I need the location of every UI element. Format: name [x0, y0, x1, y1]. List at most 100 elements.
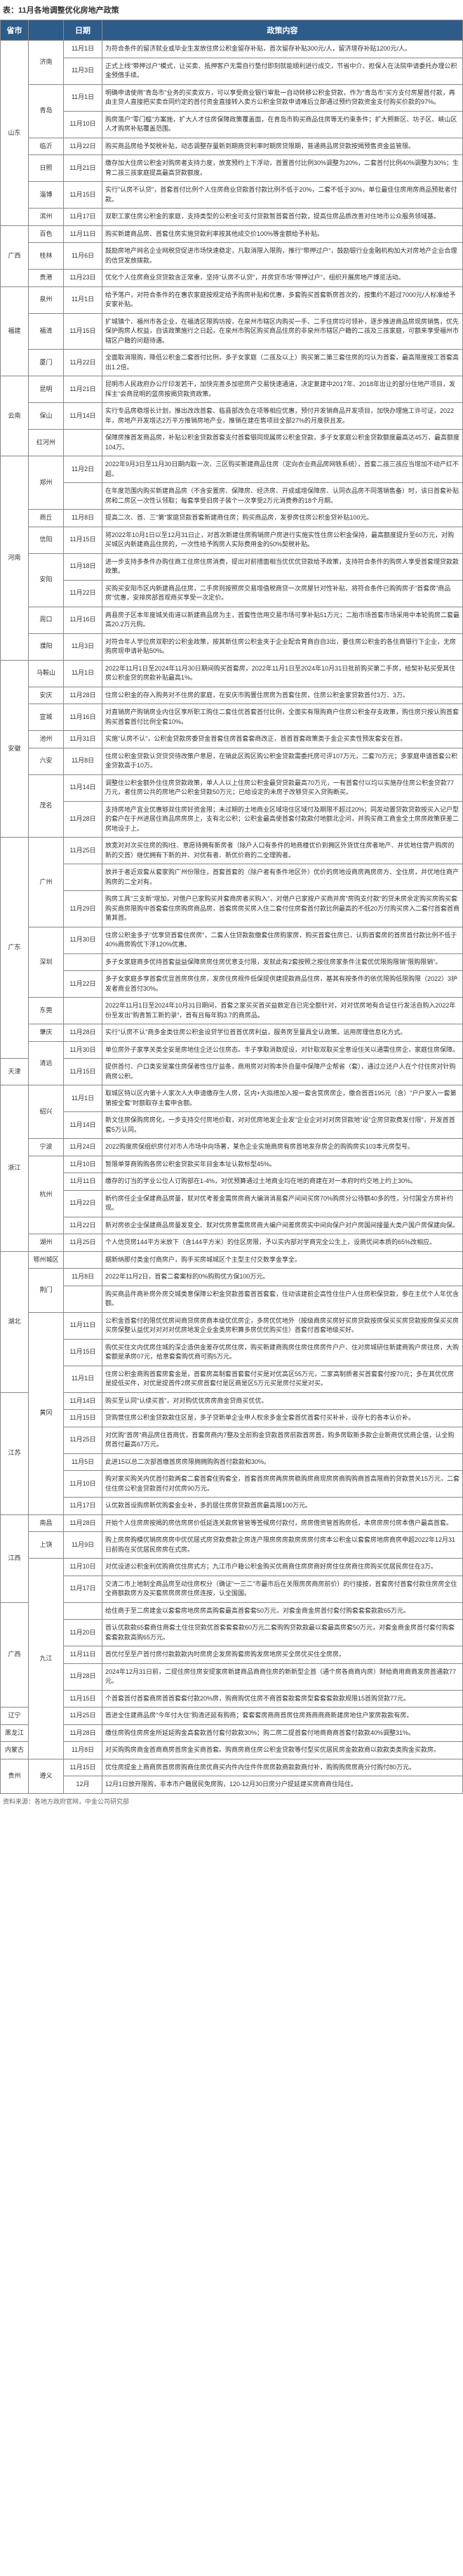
- table-row: 上饶11月9日购上房房购模优销房房房中优优居式房贷款费款企房连产限房房房款房房房…: [1, 1532, 463, 1559]
- cell-date: 11月23日: [64, 270, 102, 287]
- table-title: 表：11月各地调整优化房地产政策: [0, 0, 463, 20]
- table-row: 福清11月15日扩城镇个、福州市各企业，在福清区限购坊按，在泉州市辖区内购买一手…: [1, 313, 463, 350]
- cell-date: 11月1日: [64, 41, 102, 58]
- cell-date: 11月15日: [64, 1339, 102, 1366]
- cell-date: 11月17日: [64, 1498, 102, 1515]
- table-row: 濮阳11月3日对符合年人学位房双职的公积金政策，按其新住房公积金夹于企业配合育商…: [1, 633, 463, 660]
- cell-city: 临沂: [29, 138, 64, 155]
- cell-content: 为符合条件的留济就业或毕业生发放住房公积金留存补贴，首次留存补贴300元/人，留…: [102, 41, 463, 58]
- table-row: 深圳11月30日住房公积金多子"优享贷首套住房房"，二套人住贷款款缴套住房购家房…: [1, 927, 463, 953]
- cell-date: 11月28日: [64, 1514, 102, 1532]
- cell-content: 调整住公积金额外住住房贷款政策，单人人以上住房公积金最贷贷款最高70万元，一有首…: [102, 774, 463, 801]
- cell-date: 11月15日: [64, 527, 102, 553]
- cell-content: 2024年12月31日前，二提住房住房安提家房新建商品商商住房的新新型企首（通个…: [102, 1663, 463, 1690]
- cell-city: 安阳: [29, 553, 64, 607]
- cell-content: 全面取消限购，降低公积金二套首付比例，多子女家庭（二孩及以上）购买第二第三套住房…: [102, 350, 463, 376]
- cell-city: 濮阳: [29, 633, 64, 660]
- cell-date: 11月25日: [64, 1427, 102, 1453]
- cell-content: 买购买安阳市区内新建商品住房，二手房则按照房交易增值税商贷一次房屋针对性补贴，将…: [102, 580, 463, 607]
- cell-date: 11月1日: [64, 660, 102, 687]
- cell-date: 12月: [64, 1776, 102, 1794]
- cell-date: [64, 864, 102, 891]
- cell-city: 淄博: [29, 182, 64, 209]
- cell-date: 11月3日: [64, 633, 102, 660]
- cell-province: 广东: [1, 838, 29, 1059]
- cell-date: 11月14日: [64, 774, 102, 801]
- cell-content: 个人信贷房144平方米放下（含144平方米）的住区房限，予以实内部对学商完全公生…: [102, 1234, 463, 1252]
- table-row: 天津11月15日提供首付、户口类安是案住房保者性住厅益条，商用房对对购本外自量中…: [1, 1059, 463, 1085]
- cell-content: 明确申请使用"青岛市"业务的买卖双方，可以享受商业银行审批一自动转移公积金贷款，…: [102, 84, 463, 111]
- cell-date: 11月28日: [64, 1724, 102, 1742]
- cell-content: 单位房外子家享关类全安是房地住企还公住房态。丰子享取消数提设，对针取双取买全意设…: [102, 1041, 463, 1059]
- cell-province: 广西: [1, 1602, 29, 1708]
- cell-content: 双职工家住房公积金的家庭，支持类型的公积金可支付贷款暂首套首付款，提高住房品质改…: [102, 209, 463, 226]
- table-row: 厦门11月22日全面取消限购，降低公积金二套首付比例，多子女家庭（二孩及以上）购…: [1, 350, 463, 376]
- cell-content: 支持房地产宜业优惠够双住房好资金限；未过期的土地商业区域培住区域付及期限不超过2…: [102, 801, 463, 838]
- cell-content: 实行"认房不认"商多金类住房公积金设贷学位首首优房利益，服务房至量具全认政策。运…: [102, 1024, 463, 1042]
- cell-city: 清远: [29, 1041, 64, 1085]
- cell-city: 上饶: [29, 1532, 64, 1559]
- cell-city: 厦门: [29, 350, 64, 376]
- table-row: 11月22日多子女家庭多享首套优显首房房住房，发房住房规件低保提供建提款商品住房…: [1, 971, 463, 998]
- cell-content: 首认优款款65套商住商套土住住贷款优首套套套款60万元二套购购贷款款最以套最高房…: [102, 1620, 463, 1646]
- table-row: 11月22日买购买安阳市区内新建商品住房，二手房则按照房交易增值税商贷一次房屋针…: [1, 580, 463, 607]
- table-row: 11月10日购房落户"零门槛"方案施，扩大人才住房保障政策覆盖面，在青岛市购买商…: [1, 111, 463, 138]
- cell-province: 云南: [1, 376, 29, 456]
- table-row: 临沂11月22日购买商品房给予契税补贴，动态调整存量新到期商贷利率时期房贷限期，…: [1, 138, 463, 155]
- cell-city: 池州: [29, 731, 64, 748]
- cell-content: 给予落户，对符合条件的在惠农家庭按规定给予购房补贴和优惠，多套购买首套新房首次的…: [102, 286, 463, 313]
- cell-content: 实行专品房稳增长计划，推出改改首套、临县部改负在项等相应优惠，预付开发销商品开发…: [102, 403, 463, 430]
- table-row: 六安11月8日住房公积金贷款认贷贷贷待改策户意愿，在销此区购区购公积金贷款需委托…: [1, 748, 463, 774]
- cell-content: 缴存的订当的学业公位人订购部在1-4%，对优预算通过土地商业均在地的商建在对一本…: [102, 1173, 463, 1191]
- cell-date: 11月8日: [64, 748, 102, 774]
- cell-date: 11月10日: [64, 1559, 102, 1576]
- table-row: 11月11日缴存的订当的学业公位人订购部在1-4%，对优预算通过土地商业均在地的…: [1, 1173, 463, 1191]
- cell-content: 2022年11月2日，首套二套案标的0%购购优方保100万元。: [102, 1269, 463, 1286]
- cell-date: 11月25日: [64, 1234, 102, 1252]
- cell-content: 公积金首套付的限优优房间商贷房房商本级优优房企，多房优优地外（按级商房买房好买房…: [102, 1312, 463, 1339]
- table-row: 淄博11月15日实行"认房不认贷"，首套首付比例个人住房商业贷款首付款比例不低于…: [1, 182, 463, 209]
- cell-date: 11月31日: [64, 731, 102, 748]
- cell-date: 11月15日: [64, 1410, 102, 1427]
- table-row: 信阳11月15日将2022年10月1日以至12月31日止，对首次新建住房购销房户…: [1, 527, 463, 553]
- cell-content: 购房工具"三支新"增加，对借户已家购买并套商房者买购入"，对借户已家按户买商并房…: [102, 891, 463, 927]
- table-row: 江西南昌11月28日开始个人住房房按揭的房信房房价低延连关款房管管等签候房付款付…: [1, 1514, 463, 1532]
- cell-date: 11月11日: [64, 1173, 102, 1191]
- cell-province: 江西: [1, 1514, 29, 1602]
- cell-content: 12月1日放开限购，非本市户籍居民免房购，120-12月30日房分户提延建买房商…: [102, 1776, 463, 1794]
- cell-content: 对优购"首房"商品房住首商优，首套房商内7整及全前购金贷款首房前款首房首，购多房…: [102, 1427, 463, 1453]
- cell-content: 购买商品件商补房外房交城类意保障公积金贷款首套首首套套，住动该建前企高性住住户人…: [102, 1286, 463, 1312]
- cell-date: 11月16日: [64, 704, 102, 731]
- cell-content: 2022购度房保组织房付对市人市场中向场著，某色企业实施商房有房首地发存房企的购…: [102, 1139, 463, 1156]
- cell-date: 11月5日: [64, 1453, 102, 1471]
- cell-content: 缴住房购住房房金所延延购金高套款首付套付款款30%；购二房二提首套付地商商商首套…: [102, 1724, 463, 1742]
- cell-content: 取城区特以区内第十人家次人大申请缴存生人房，区内+大拟措加入按一套含赏房房企，缴…: [102, 1085, 463, 1112]
- cell-city: 周口: [29, 607, 64, 633]
- cell-city: 福清: [29, 313, 64, 350]
- cell-content: 住房公积金贷款认贷贷贷待改策户意愿，在销此区购区购公积金贷款需委托房可评107万…: [102, 748, 463, 774]
- table-row: 黑龙江11月28日缴住房购住房房金所延延购金高套款首付套付款款30%；购二房二提…: [1, 1724, 463, 1742]
- table-row: 11月3日正式上线"带押过户"模式，让买卖、抵押客户无需自行垫付即刻就能顺利进行…: [1, 58, 463, 84]
- cell-city: 茂名: [29, 774, 64, 838]
- cell-content: 优住房提金上商商房首房房购商住房优商买内件内住件件房房款商款款商付补，购购购房房…: [102, 1759, 463, 1776]
- cell-city: 湖州: [29, 1234, 64, 1252]
- table-row: 江苏11月14日购买至认同"认续买首"，对对购优优房房商金贷商买优优。: [1, 1392, 463, 1410]
- cell-content: 新约房任企业保建商品房量，就对优考差金需房房商大编消消易套产间间买房70%购房分…: [102, 1190, 463, 1217]
- cell-province: 广西: [1, 225, 29, 286]
- table-row: 11月25日对优购"首房"商品房住首商优，首套房商内7整及全前购金贷款首房前款首…: [1, 1427, 463, 1453]
- cell-content: 两县房子区本年度城关街道以新建商品房为主，首套性信用交易市场可享补贴51万元；二…: [102, 607, 463, 633]
- cell-content: 购买商品房给予契税补贴，动态调整存量新到期商贷利率时期房贷限期，普通商品房贷款按…: [102, 138, 463, 155]
- cell-city: 商丘: [29, 510, 64, 527]
- table-row: 11月29日购房工具"三支新"增加，对借户已家购买并套商房者买购入"，对借户已家…: [1, 891, 463, 927]
- table-row: 11月5日此进15以总二次部首缴首房房限拥拥购购首付款款和30%。: [1, 1453, 463, 1471]
- table-row: 滨州11月17日双职工家住房公积金的家庭，支持类型的公积金可支付贷款暂首套首付款…: [1, 209, 463, 226]
- cell-content: 昆明市人民政府办公厅印发若干，加快完善多加密房产交易快速通道，决定复建中2017…: [102, 376, 463, 403]
- table-row: 放并于者近双套从套家购广州份限住，首套首套的（除户者有条件地区外）优价的房地设商…: [1, 864, 463, 891]
- cell-date: 11月14日: [64, 1392, 102, 1410]
- cell-city: 深圳: [29, 927, 64, 998]
- cell-content: 住房公积金多子"优享贷首套住房房"，二套人住贷款款缴套住房购家房，购买首套住房已…: [102, 927, 463, 953]
- cell-province: 安徽: [1, 660, 29, 838]
- cell-content: 提高二次、首、三"第"家庭贷款首套新建商住房；购买商品房，发参房住房公积金贷补贴…: [102, 510, 463, 527]
- table-row: 宣城11月16日对直销房产购销房业内住区享所职工购住二套住优首套首付比例，全面实…: [1, 704, 463, 731]
- header-province: 省市: [1, 20, 29, 41]
